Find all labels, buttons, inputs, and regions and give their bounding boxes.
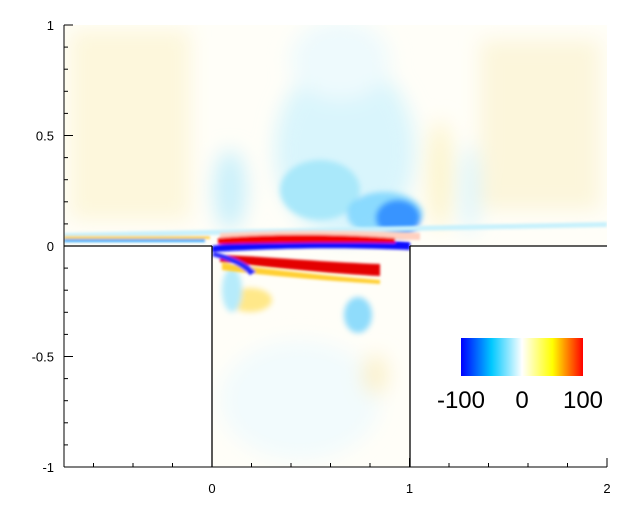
x-major-ticks: 0 1 2: [208, 458, 611, 496]
y-tick-label: 0.5: [36, 129, 54, 144]
cavity-walls: [64, 245, 607, 467]
light-blue-streak-left: [214, 150, 246, 230]
blue-vortex-halo: [347, 192, 423, 236]
colorbar-tick-label: 100: [563, 387, 603, 414]
band-blue-corner: [212, 252, 256, 275]
band-orange-left: [64, 236, 210, 239]
colorbar-tick-labels: -100 0 100: [437, 387, 603, 414]
faint-yellow-region-left: [70, 30, 190, 220]
colorbar-tick-label: -100: [437, 387, 485, 414]
colorbar-tick-label: 0: [515, 387, 528, 414]
band-blue-left: [64, 239, 205, 242]
x-tick-label: 2: [603, 481, 610, 496]
y-tick-label: -0.5: [32, 350, 54, 365]
colorbar: -100 0 100: [437, 338, 603, 414]
faint-yellow-streak: [428, 120, 452, 230]
axes: 1 0.5 0 -0.5 -1 0 1 2: [32, 18, 611, 496]
faint-blue-streak: [460, 145, 480, 235]
yellow-spot-cavity: [363, 355, 387, 395]
boundary-layer-bands: [64, 222, 607, 284]
pale-cavity-lower: [220, 340, 380, 460]
band-cyan-upper: [64, 222, 607, 238]
medium-field-regions: [222, 160, 423, 333]
y-tick-label: 0: [47, 239, 54, 254]
shear-layer-red-upper: [218, 234, 395, 244]
y-tick-label: -1: [42, 460, 54, 475]
colorbar-swatch: [461, 338, 583, 376]
y-tick-label: 1: [47, 18, 54, 33]
y-major-ticks: 1 0.5 0 -0.5 -1: [32, 18, 73, 475]
blue-blob-cavity: [344, 297, 372, 333]
x-tick-label: 0: [208, 481, 215, 496]
band-yellow-lower: [222, 263, 380, 284]
blue-region-mid: [280, 160, 360, 220]
blue-streak-cavity-left: [222, 268, 242, 312]
faint-yellow-region-right: [480, 40, 600, 210]
x-tick-label: 1: [406, 481, 413, 496]
pale-blue-region-top: [290, 25, 390, 100]
shear-layer-red-lower: [220, 255, 380, 276]
